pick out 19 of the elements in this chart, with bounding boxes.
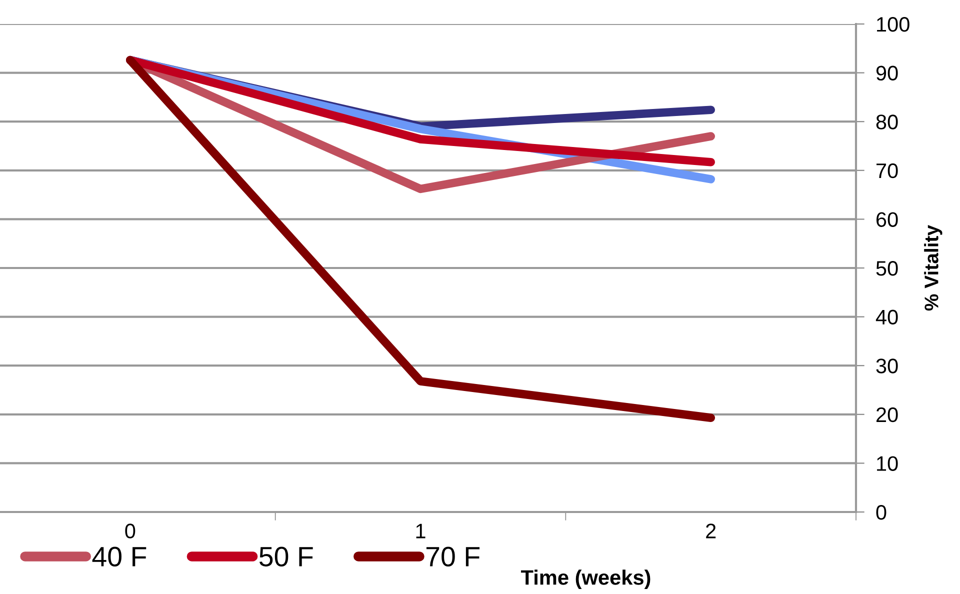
y-tick-label: 100 [877, 17, 910, 32]
y-tick-label: 70 [876, 163, 898, 178]
y-tick-label: 10 [877, 456, 898, 471]
y-tick-label: 0 [876, 505, 886, 520]
y-tick-label: 40 [876, 310, 898, 325]
y-axis-title: % Vitality [924, 225, 942, 311]
x-tick-label: 1 [416, 524, 426, 538]
y-tick-label: 50 [876, 261, 898, 276]
x-tick-label: 2 [706, 524, 716, 538]
x-axis-title: Time (weeks) [520, 570, 650, 590]
y-tick-label: 30 [876, 358, 898, 374]
legend-label: 50 F [259, 546, 313, 566]
y-tick-label: 90 [876, 66, 898, 81]
legend-label: 40 F [92, 546, 146, 566]
y-tick-label: 60 [876, 212, 898, 227]
x-tick-label: 0 [125, 524, 136, 538]
y-tick-label: 80 [876, 114, 898, 130]
y-tick-label: 20 [876, 407, 898, 422]
legend-label: 70 F [426, 546, 480, 566]
